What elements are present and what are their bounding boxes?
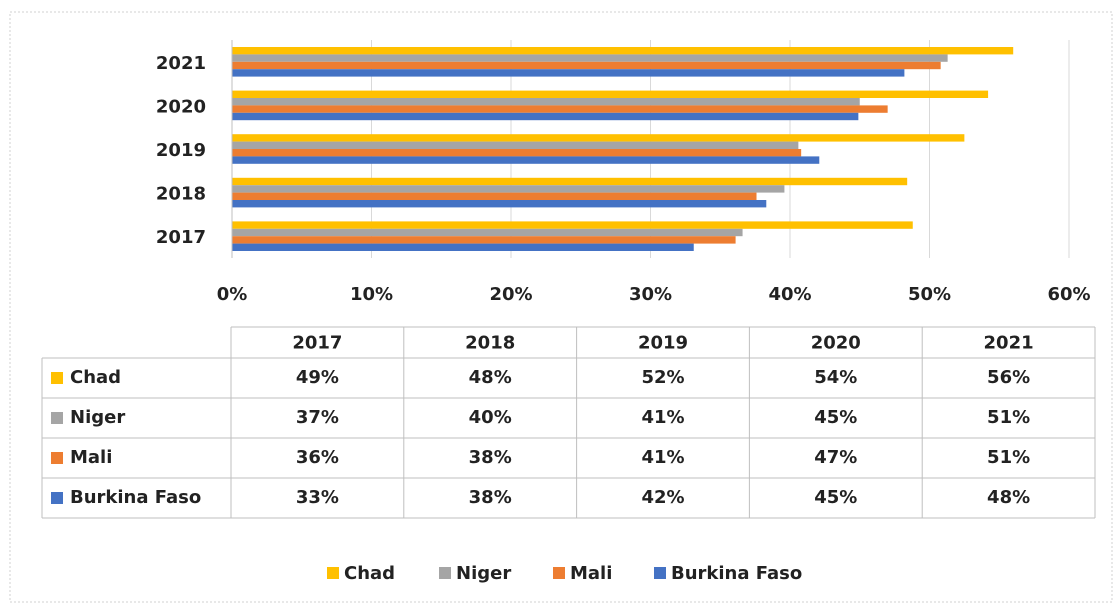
bar xyxy=(232,134,965,142)
table-row-label: Chad xyxy=(70,367,121,388)
table-cell: 48% xyxy=(987,487,1030,508)
bar xyxy=(232,112,859,121)
table-cell: 51% xyxy=(987,447,1030,468)
table-cell: 41% xyxy=(641,447,684,468)
table-cell: 41% xyxy=(641,407,684,428)
bar xyxy=(232,177,908,186)
table-cell: 51% xyxy=(987,407,1030,428)
bar xyxy=(232,149,802,157)
bar xyxy=(232,105,888,113)
x-tick-label: 20% xyxy=(489,284,532,305)
table-legend-key xyxy=(51,412,63,424)
bar xyxy=(232,228,743,237)
x-tick-label: 40% xyxy=(768,284,811,305)
legend-key xyxy=(327,567,339,579)
table-cell: 54% xyxy=(814,367,857,388)
bar xyxy=(232,192,757,200)
table-cell: 52% xyxy=(641,367,684,388)
y-tick-label: 2020 xyxy=(156,96,206,117)
table-cell: 45% xyxy=(814,487,857,508)
table-header: 2017 xyxy=(292,333,342,354)
table-header: 2021 xyxy=(984,333,1034,354)
x-tick-label: 50% xyxy=(908,284,951,305)
table-cell: 47% xyxy=(814,447,857,468)
bar xyxy=(232,185,785,193)
table-cell: 33% xyxy=(296,487,339,508)
legend-label: Niger xyxy=(456,563,511,584)
bar xyxy=(232,54,948,62)
table-cell: 36% xyxy=(296,447,339,468)
bar xyxy=(232,156,820,164)
table-cell: 37% xyxy=(296,407,339,428)
bar xyxy=(232,61,941,70)
x-tick-label: 0% xyxy=(217,284,248,305)
table-row-label: Mali xyxy=(70,447,112,468)
x-tick-label: 10% xyxy=(350,284,393,305)
bar xyxy=(232,236,736,244)
table-cell: 56% xyxy=(987,367,1030,388)
table-cell: 49% xyxy=(296,367,339,388)
bar xyxy=(232,47,1014,55)
table-cell: 42% xyxy=(641,487,684,508)
table-cell: 40% xyxy=(469,407,512,428)
bar xyxy=(232,69,905,77)
bar xyxy=(232,90,989,98)
y-tick-label: 2021 xyxy=(156,53,206,74)
legend-label: Burkina Faso xyxy=(671,563,802,584)
bar xyxy=(232,221,913,229)
bar xyxy=(232,200,767,208)
bar xyxy=(232,243,694,251)
bar xyxy=(232,141,799,149)
table-cell: 38% xyxy=(469,487,512,508)
table-row-label: Burkina Faso xyxy=(70,487,201,508)
x-tick-label: 30% xyxy=(629,284,672,305)
legend-key xyxy=(439,567,451,579)
table-header: 2020 xyxy=(811,333,861,354)
table-header: 2019 xyxy=(638,333,688,354)
bar xyxy=(232,98,860,106)
table-row-label: Niger xyxy=(70,407,125,428)
y-tick-label: 2018 xyxy=(156,184,206,205)
table-legend-key xyxy=(51,372,63,384)
table-cell: 38% xyxy=(469,447,512,468)
legend-label: Mali xyxy=(570,563,612,584)
y-tick-label: 2017 xyxy=(156,227,206,248)
table-cell: 45% xyxy=(814,407,857,428)
legend-key xyxy=(654,567,666,579)
legend-key xyxy=(553,567,565,579)
table-legend-key xyxy=(51,492,63,504)
table-cell: 48% xyxy=(469,367,512,388)
y-tick-label: 2019 xyxy=(156,140,206,161)
x-tick-label: 60% xyxy=(1047,284,1090,305)
table-legend-key xyxy=(51,452,63,464)
legend-label: Chad xyxy=(344,563,395,584)
table-header: 2018 xyxy=(465,333,515,354)
